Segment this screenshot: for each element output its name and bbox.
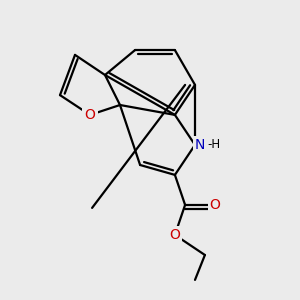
Text: O: O — [85, 108, 95, 122]
Text: -H: -H — [208, 138, 221, 152]
Text: N: N — [195, 138, 206, 152]
Text: O: O — [169, 228, 180, 242]
Text: O: O — [210, 198, 220, 212]
